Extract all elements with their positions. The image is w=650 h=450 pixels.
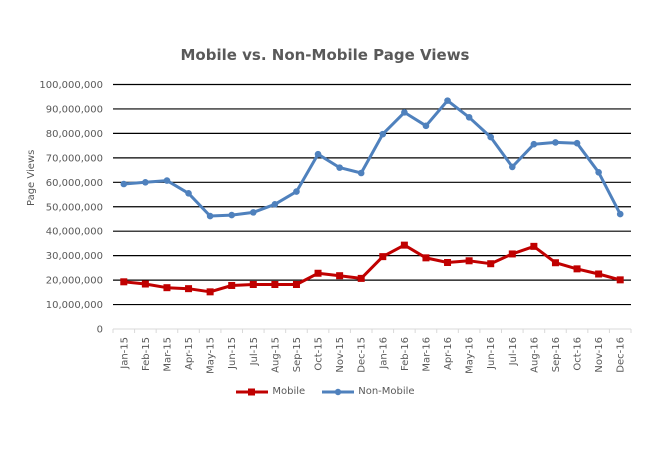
data-point (185, 285, 193, 293)
x-tick-label: Oct-15 (314, 337, 325, 371)
series-line (123, 99, 622, 218)
data-point (185, 190, 192, 197)
y-tick-label: 10,000,000 (46, 300, 103, 311)
x-tick-label: Sep-16 (551, 337, 562, 372)
series-line (123, 243, 621, 294)
x-tick-label: Mar-15 (162, 337, 173, 372)
x-tick-label: Jan-16 (378, 337, 389, 370)
x-tick-label: Dec-16 (616, 337, 627, 373)
data-point (379, 130, 387, 138)
data-point (357, 169, 365, 177)
data-point (228, 211, 236, 219)
data-point (357, 274, 365, 282)
data-point (422, 254, 430, 262)
x-tick-label: May-15 (206, 337, 217, 374)
data-point (573, 265, 581, 273)
data-point (530, 140, 538, 148)
x-tick-label: Feb-15 (141, 337, 152, 371)
x-tick-label: Feb-16 (400, 337, 411, 371)
legend-marker-mobile-icon (236, 388, 269, 395)
data-point (293, 188, 300, 195)
data-point (508, 250, 516, 258)
data-point (249, 281, 257, 289)
data-point (444, 97, 451, 104)
data-point (487, 260, 495, 268)
x-tick-label: May-16 (465, 337, 476, 374)
x-tick-label: Dec-15 (357, 337, 368, 373)
x-tick-label: Apr-15 (184, 337, 195, 370)
x-tick-label: Aug-15 (270, 337, 281, 373)
data-point (336, 272, 344, 280)
data-point (336, 164, 343, 171)
data-point (249, 209, 257, 216)
data-point (206, 212, 214, 220)
data-point (314, 150, 322, 158)
data-point (379, 253, 387, 261)
y-tick-label: 50,000,000 (46, 202, 103, 213)
data-point (120, 180, 128, 188)
y-tick-label: 20,000,000 (46, 276, 103, 287)
x-tick-label: Apr-16 (443, 337, 454, 370)
data-point (206, 288, 214, 296)
y-tick-label: 40,000,000 (46, 227, 103, 238)
data-point (616, 210, 624, 218)
legend: Mobile Non-Mobile (0, 386, 650, 397)
x-tick-label: Nov-16 (594, 337, 605, 373)
y-tick-label: 30,000,000 (46, 251, 103, 262)
data-point (573, 139, 581, 147)
x-tick-label: Oct-16 (573, 337, 584, 371)
data-point (141, 280, 149, 288)
legend-label-mobile: Mobile (272, 386, 306, 397)
y-tick-label: 0 (97, 325, 103, 336)
data-point (508, 163, 516, 171)
legend-label-non-mobile: Non-Mobile (358, 386, 415, 397)
data-point (271, 281, 279, 289)
data-point (120, 278, 128, 286)
data-point (616, 276, 624, 284)
x-tick-label: Jan-15 (119, 337, 130, 370)
y-tick-label: 80,000,000 (46, 129, 103, 140)
x-tick-label: Nov-15 (335, 337, 346, 373)
series-non-mobile (120, 97, 624, 220)
legend-item-mobile: Mobile (235, 386, 305, 397)
data-point (595, 168, 602, 176)
data-point (228, 281, 236, 289)
y-tick-label: 100,000,000 (39, 80, 103, 91)
data-point (487, 133, 495, 141)
y-tick-label: 70,000,000 (46, 153, 103, 164)
legend-item-non-mobile: Non-Mobile (321, 386, 415, 397)
data-point (314, 269, 322, 277)
x-tick-label: Mar-16 (421, 337, 432, 372)
y-tick-label: 90,000,000 (46, 104, 103, 115)
data-point (465, 257, 473, 265)
x-tick-label: Jul-16 (508, 337, 519, 366)
data-point (292, 281, 300, 289)
data-point (163, 177, 171, 184)
data-point (595, 270, 603, 278)
y-tick-label: 60,000,000 (46, 178, 103, 189)
data-point (271, 201, 279, 208)
x-tick-label: Jun-15 (227, 337, 238, 370)
x-tick-label: Sep-15 (292, 337, 303, 372)
legend-marker-non-mobile-icon (322, 388, 355, 395)
data-point (163, 284, 171, 292)
x-tick-label: Jun-16 (486, 337, 497, 370)
data-point (465, 113, 473, 121)
x-tick-label: Aug-16 (529, 337, 540, 373)
data-point (400, 241, 408, 249)
x-tick-label: Jul-15 (249, 337, 260, 366)
data-point (551, 259, 559, 267)
chart-title: Mobile vs. Non-Mobile Page Views (180, 46, 470, 64)
data-point (552, 139, 559, 146)
data-point (142, 179, 149, 186)
data-point (401, 109, 408, 116)
data-point (444, 258, 452, 266)
data-point (422, 122, 430, 130)
series-mobile (120, 241, 624, 296)
data-point (530, 242, 538, 250)
